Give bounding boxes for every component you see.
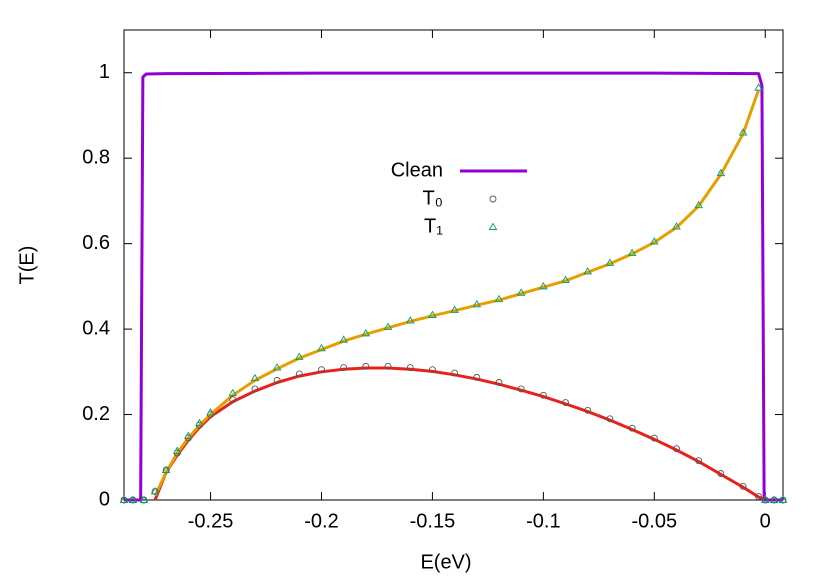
y-tick-label: 0.8 bbox=[82, 146, 110, 168]
circle-marker bbox=[628, 424, 636, 432]
circle-marker bbox=[495, 379, 503, 386]
triangle-marker bbox=[650, 237, 659, 245]
circle-marker bbox=[695, 457, 703, 465]
triangle-marker bbox=[150, 487, 160, 495]
circle-marker bbox=[673, 445, 680, 453]
triangle-marker bbox=[450, 305, 459, 313]
legend-label: T₀ bbox=[422, 187, 443, 209]
y-tick-label: 0.6 bbox=[82, 232, 110, 254]
circle-marker bbox=[562, 399, 570, 407]
circle-marker bbox=[473, 373, 481, 381]
circle-marker bbox=[229, 396, 237, 404]
circle-marker bbox=[428, 366, 436, 374]
circle-marker bbox=[384, 362, 392, 370]
legend-label: T₁ bbox=[424, 215, 443, 237]
circle-marker bbox=[755, 493, 763, 501]
plot-frame bbox=[123, 29, 784, 501]
circle-marker bbox=[406, 364, 414, 371]
circle-marker bbox=[539, 391, 547, 399]
triangle-marker bbox=[760, 495, 770, 503]
triangle-marker bbox=[561, 275, 570, 283]
triangle-marker bbox=[716, 168, 726, 177]
triangle-marker bbox=[195, 418, 204, 427]
x-tick-label: -0.2 bbox=[304, 510, 338, 532]
legend-marker bbox=[489, 195, 497, 203]
triangle-marker bbox=[754, 83, 763, 91]
triangle-marker bbox=[383, 322, 393, 330]
triangle-marker bbox=[339, 335, 348, 343]
triangle-marker bbox=[769, 495, 779, 503]
circle-marker bbox=[717, 470, 725, 477]
triangle-marker bbox=[119, 495, 129, 503]
circle-marker bbox=[273, 376, 281, 384]
triangle-marker bbox=[405, 316, 415, 324]
triangle-marker bbox=[627, 248, 637, 256]
circle-marker bbox=[739, 482, 747, 490]
triangle-marker bbox=[428, 310, 437, 318]
triangle-marker bbox=[317, 343, 326, 352]
y-tick-label: 0.4 bbox=[82, 317, 110, 339]
legend-marker bbox=[488, 222, 498, 230]
triangle-marker bbox=[583, 267, 593, 275]
triangle-marker bbox=[361, 328, 371, 337]
legend-label: Clean bbox=[391, 159, 443, 181]
y-tick-label: 0.2 bbox=[82, 403, 110, 425]
triangle-marker bbox=[228, 388, 238, 397]
x-tick-label: -0.05 bbox=[632, 510, 678, 532]
triangle-marker bbox=[184, 431, 193, 439]
x-axis-label: E(eV) bbox=[420, 551, 471, 573]
triangle-marker bbox=[161, 465, 171, 474]
circle-marker bbox=[295, 370, 303, 378]
triangle-marker bbox=[539, 281, 548, 290]
series-line bbox=[153, 366, 766, 502]
triangle-marker bbox=[605, 258, 615, 266]
circle-marker bbox=[584, 406, 592, 414]
triangle-marker bbox=[128, 495, 138, 503]
triangle-marker bbox=[139, 495, 149, 503]
triangle-marker bbox=[250, 373, 260, 382]
triangle-marker bbox=[694, 200, 703, 209]
circle-marker bbox=[517, 385, 525, 393]
x-tick-label: -0.25 bbox=[188, 510, 234, 532]
triangle-marker bbox=[516, 288, 526, 296]
triangle-marker bbox=[472, 299, 482, 308]
triangle-marker bbox=[172, 446, 182, 454]
circle-marker bbox=[340, 364, 348, 371]
triangle-marker bbox=[494, 294, 504, 303]
series-line bbox=[153, 89, 761, 497]
triangle-marker bbox=[272, 363, 282, 371]
x-tick-label: -0.1 bbox=[526, 510, 560, 532]
triangle-marker bbox=[672, 222, 681, 230]
circle-marker bbox=[362, 362, 370, 370]
circle-marker bbox=[318, 366, 325, 374]
y-tick-label: 0 bbox=[99, 488, 110, 510]
y-axis-label: T(E) bbox=[16, 246, 38, 285]
x-tick-label: 0 bbox=[760, 510, 771, 532]
triangle-marker bbox=[295, 352, 304, 360]
y-tick-label: 1 bbox=[99, 61, 110, 83]
circle-marker bbox=[606, 415, 614, 423]
triangle-marker bbox=[206, 408, 215, 416]
circle-marker bbox=[650, 434, 658, 442]
triangle-marker bbox=[778, 495, 788, 503]
circle-marker bbox=[451, 369, 459, 377]
triangle-marker bbox=[738, 128, 748, 136]
series-line bbox=[124, 71, 783, 502]
x-tick-label: -0.15 bbox=[410, 510, 456, 532]
circle-marker bbox=[251, 385, 259, 393]
